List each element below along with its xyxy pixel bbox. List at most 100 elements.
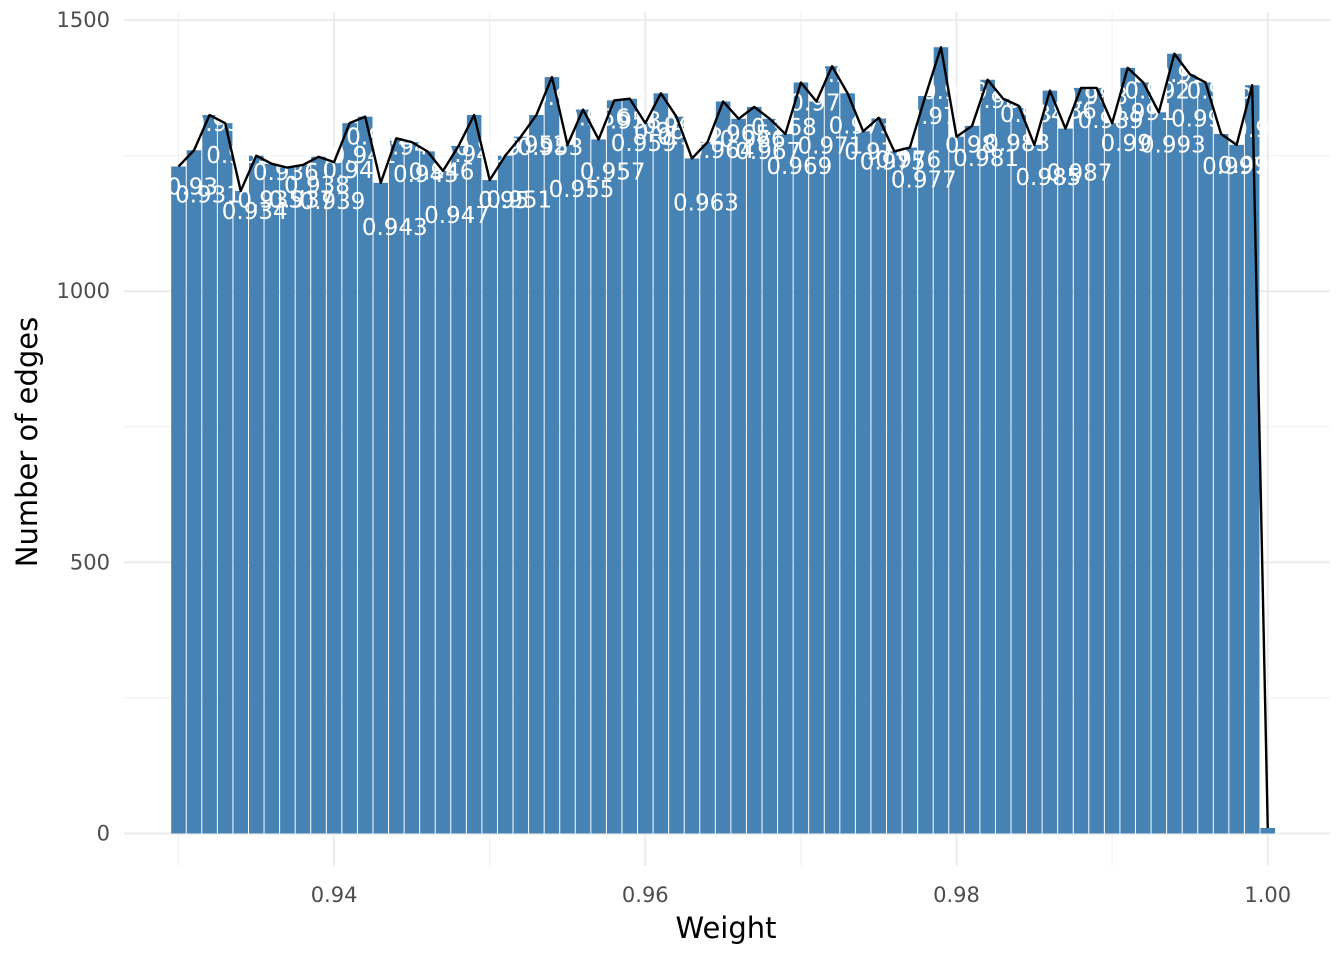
bar-value-label: 0.939	[300, 189, 366, 215]
histogram-bar	[389, 138, 404, 834]
histogram-bar	[824, 66, 840, 834]
histogram-bar	[1182, 74, 1198, 834]
histogram-bar	[1011, 105, 1027, 834]
bar-value-label: 0.944	[377, 134, 443, 160]
y-axis-tick-labels: 0 500 1000 1500	[57, 8, 110, 845]
histogram-bar	[1089, 87, 1104, 834]
histogram-bar	[1229, 144, 1244, 834]
histogram-bar	[606, 100, 622, 834]
bar-value-label: 0.946	[409, 159, 475, 185]
y-tick-label: 500	[70, 550, 110, 574]
histogram-bar	[233, 190, 248, 834]
histogram-bar	[622, 98, 638, 834]
histogram-bar	[700, 142, 715, 834]
histogram-bar	[264, 163, 280, 834]
y-tick-label: 0	[97, 821, 110, 845]
histogram-bar	[466, 115, 482, 834]
bar-value-label: 0.953	[517, 135, 583, 161]
x-axis-title: Weight	[675, 911, 776, 945]
bar-value-label: 0.963	[673, 190, 739, 216]
histogram-bar	[1073, 87, 1089, 834]
bar-value-label: 0.933	[206, 143, 272, 169]
bar-value-label: 0.987	[1047, 161, 1113, 187]
histogram-bar	[497, 155, 513, 834]
bar-value-label: 0.941	[331, 143, 397, 169]
bar-value-label: 0.985	[1015, 165, 1081, 191]
x-tick-label: 0.96	[622, 883, 669, 907]
trend-line-layer	[177, 46, 1269, 829]
x-tick-label: 0.94	[311, 883, 358, 907]
histogram-bar	[311, 156, 326, 834]
histogram-bar	[280, 167, 295, 834]
histogram-bar	[918, 96, 933, 834]
histogram-bar	[995, 98, 1011, 834]
histogram-bar	[373, 182, 389, 834]
bar-value-label: 0.981	[953, 146, 1019, 172]
bar-value-label: 0.968	[751, 115, 817, 141]
histogram-bar	[1104, 123, 1120, 834]
bar-value-label: 0.966	[720, 127, 786, 153]
histogram-bar	[560, 144, 575, 834]
histogram-bar	[855, 131, 871, 834]
histogram-bar	[1244, 85, 1260, 834]
histogram-bar	[653, 93, 669, 834]
y-tick-label: 1000	[57, 279, 110, 303]
histogram-bar	[949, 136, 964, 834]
bar-value-label: 0.967	[735, 139, 801, 165]
bar-value-label: 0.931	[175, 182, 241, 208]
bar-value-label: 0.951	[486, 188, 552, 214]
histogram-bar	[575, 109, 591, 834]
bar-value-label: 0.959	[611, 131, 677, 157]
trend-line	[177, 46, 1269, 829]
histogram-bar	[1135, 82, 1151, 834]
histogram-bar	[171, 166, 186, 834]
histogram-bar	[420, 151, 435, 834]
histogram-bar	[964, 125, 980, 834]
histogram-bar	[933, 47, 949, 834]
bar-value-label: 0.993	[1140, 132, 1206, 158]
histogram-bar	[871, 117, 887, 834]
histogram-bar	[902, 147, 918, 834]
bar-value-label: 0.971	[798, 133, 864, 159]
bar-value-label: 0.948	[440, 142, 506, 168]
bar-value-label: 0.998	[1218, 153, 1284, 179]
histogram-bar	[404, 142, 420, 834]
bar-value-label: 0.984	[1000, 102, 1066, 128]
bar-value-label: 0.938	[284, 173, 350, 199]
bar-value-label: 0.999	[1233, 117, 1299, 143]
histogram-bar	[326, 162, 342, 834]
bar-value-label: 0.99	[1101, 131, 1152, 157]
bar-value-label: 0.975	[860, 150, 926, 176]
histogram-bar	[715, 101, 731, 834]
bar-value-label: 0.98	[945, 133, 996, 159]
histogram-bar	[1042, 90, 1058, 834]
histogram-bar	[1167, 53, 1182, 834]
bar-value-label: 0.957	[580, 159, 646, 185]
histogram-bar	[435, 170, 451, 834]
bar-value-label: 0.955	[549, 177, 615, 203]
y-axis-title: Number of edges	[10, 317, 44, 568]
histogram-bar	[544, 77, 560, 834]
bar-value-label: 0.983	[984, 131, 1050, 157]
bar-value-label: 0.995	[1171, 106, 1237, 132]
histogram-bar	[357, 116, 373, 834]
histogram-bar	[342, 123, 357, 834]
bar-value-label: 0.95	[478, 188, 529, 214]
bar-value-label: 0.942	[346, 125, 412, 151]
histogram-bar	[1151, 112, 1167, 834]
histogram-bar	[1260, 828, 1276, 834]
histogram-bar	[217, 123, 233, 834]
histogram-bar	[809, 101, 824, 834]
bars-layer	[171, 47, 1276, 834]
histogram-bar	[248, 155, 264, 834]
histogram-bar	[669, 116, 684, 834]
histogram-bar	[684, 158, 700, 834]
histogram-bar	[746, 106, 762, 834]
bar-value-label: 0.997	[1202, 154, 1268, 180]
histogram-bar	[762, 118, 778, 834]
histogram-bar	[778, 134, 793, 834]
bar-value-label: 0.94	[322, 158, 373, 184]
histogram-bar	[731, 118, 746, 834]
bar-value-label: 0.965	[704, 121, 770, 147]
